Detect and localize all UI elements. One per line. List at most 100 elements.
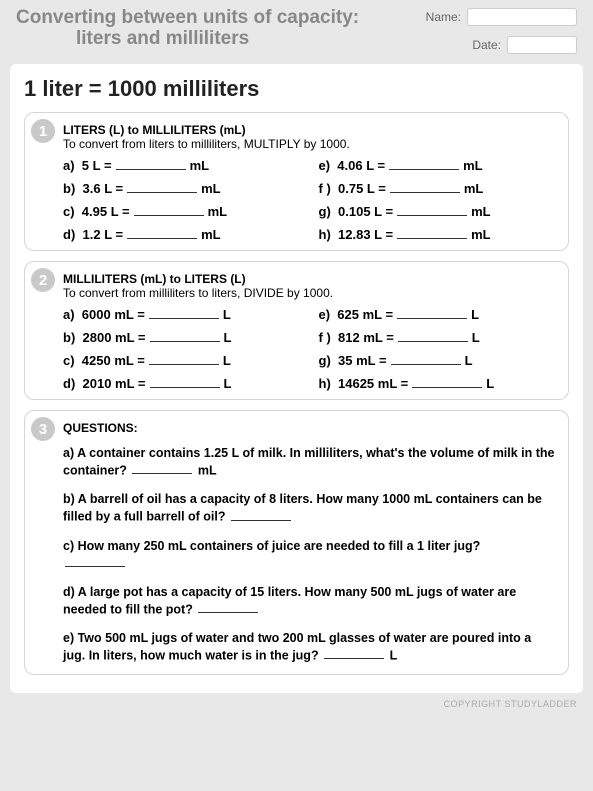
worksheet-body: 1 liter = 1000 milliliters 1 LITERS (L) … [10, 64, 583, 693]
item-unit: L [223, 307, 231, 322]
item-unit: mL [471, 204, 491, 219]
name-label: Name: [426, 10, 461, 24]
title-line1: Converting between units of capacity: [16, 8, 426, 29]
conversion-row: c) 4.95 L =mL [63, 203, 301, 219]
section-3-title: QUESTIONS: [63, 421, 556, 435]
section-2-title: MILLILITERS (mL) to LITERS (L) [63, 272, 556, 286]
item-letter: g) [319, 204, 331, 219]
item-letter: c) [63, 353, 75, 368]
answer-blank[interactable] [116, 157, 186, 170]
section-1-title: LITERS (L) to MILLILITERS (mL) [63, 123, 556, 137]
item-letter: h) [319, 227, 331, 242]
item-unit: mL [201, 227, 221, 242]
item-value: 2800 mL = [83, 330, 146, 345]
item-unit: L [465, 353, 473, 368]
question-c: c) How many 250 mL containers of juice a… [63, 538, 556, 572]
item-value: 14625 mL = [338, 376, 408, 391]
conversion-row: b) 2800 mL = L [63, 329, 301, 345]
question-a-unit: mL [198, 463, 217, 477]
item-value: 6000 mL = [82, 307, 145, 322]
date-label: Date: [472, 38, 501, 52]
item-unit: mL [464, 181, 484, 196]
question-b-blank[interactable] [231, 508, 291, 521]
item-value: 5 L = [82, 158, 112, 173]
item-value: 625 mL = [337, 307, 393, 322]
section-2-instruction: To convert from milliliters to liters, D… [63, 286, 556, 300]
item-unit: L [472, 330, 480, 345]
question-e: e) Two 500 mL jugs of water and two 200 … [63, 630, 556, 664]
question-b: b) A barrell of oil has a capacity of 8 … [63, 491, 556, 525]
conversion-row: d) 1.2 L =mL [63, 226, 301, 242]
item-value: 2010 mL = [83, 376, 146, 391]
item-letter: e) [319, 158, 331, 173]
section-2-badge: 2 [31, 268, 55, 292]
question-d-text: d) A large pot has a capacity of 15 lite… [63, 585, 516, 616]
question-d-blank[interactable] [198, 601, 258, 614]
item-unit: mL [201, 181, 221, 196]
item-unit: mL [471, 227, 491, 242]
title-line2: liters and milliliters [76, 29, 426, 50]
item-letter: e) [319, 307, 331, 322]
answer-blank[interactable] [391, 352, 461, 365]
question-e-blank[interactable] [324, 647, 384, 660]
item-letter: a) [63, 158, 75, 173]
answer-blank[interactable] [149, 306, 219, 319]
answer-blank[interactable] [150, 329, 220, 342]
conversion-row: h) 12.83 L = mL [319, 226, 557, 242]
item-letter: d) [63, 227, 75, 242]
conversion-row: h) 14625 mL =L [319, 375, 557, 391]
question-e-unit: L [390, 648, 398, 662]
answer-blank[interactable] [398, 329, 468, 342]
item-letter: b) [63, 181, 75, 196]
question-a: a) A container contains 1.25 L of milk. … [63, 445, 556, 479]
question-c-blank[interactable] [65, 554, 125, 567]
section-3-badge: 3 [31, 417, 55, 441]
item-letter: b) [63, 330, 75, 345]
conversion-rule: 1 liter = 1000 milliliters [24, 76, 569, 102]
section-2: 2 MILLILITERS (mL) to LITERS (L) To conv… [24, 261, 569, 400]
item-value: 12.83 L = [338, 227, 393, 242]
name-input[interactable] [467, 8, 577, 26]
answer-blank[interactable] [127, 226, 197, 239]
copyright-footer: COPYRIGHT STUDYLADDER [0, 693, 593, 709]
worksheet-header: Converting between units of capacity: li… [0, 0, 593, 58]
date-input[interactable] [507, 36, 577, 54]
item-value: 4.06 L = [337, 158, 385, 173]
section-1-grid: a) 5 L =mLe) 4.06 L =mLb) 3.6 L =mLf ) 0… [63, 157, 556, 242]
question-a-blank[interactable] [132, 462, 192, 475]
item-letter: f ) [319, 330, 331, 345]
conversion-row: a) 5 L = mL [63, 157, 301, 173]
conversion-row: f ) 0.75 L = mL [319, 180, 557, 196]
section-1-badge: 1 [31, 119, 55, 143]
answer-blank[interactable] [150, 375, 220, 388]
answer-blank[interactable] [390, 180, 460, 193]
item-value: 4250 mL = [82, 353, 145, 368]
item-value: 0.105 L = [338, 204, 393, 219]
conversion-row: e) 4.06 L = mL [319, 157, 557, 173]
item-letter: f ) [319, 181, 331, 196]
answer-blank[interactable] [127, 180, 197, 193]
question-e-text: e) Two 500 mL jugs of water and two 200 … [63, 631, 531, 662]
question-d: d) A large pot has a capacity of 15 lite… [63, 584, 556, 618]
answer-blank[interactable] [397, 203, 467, 216]
item-value: 4.95 L = [82, 204, 130, 219]
answer-blank[interactable] [412, 375, 482, 388]
conversion-row: d) 2010 mL =L [63, 375, 301, 391]
answer-blank[interactable] [397, 306, 467, 319]
answer-blank[interactable] [397, 226, 467, 239]
item-letter: a) [63, 307, 75, 322]
section-1-instruction: To convert from liters to milliliters, M… [63, 137, 556, 151]
conversion-row: e) 625 mL =L [319, 306, 557, 322]
item-value: 0.75 L = [338, 181, 386, 196]
question-b-text: b) A barrell of oil has a capacity of 8 … [63, 492, 542, 523]
item-value: 3.6 L = [83, 181, 124, 196]
answer-blank[interactable] [389, 157, 459, 170]
item-letter: d) [63, 376, 75, 391]
section-2-grid: a) 6000 mL =Le) 625 mL =Lb) 2800 mL =Lf … [63, 306, 556, 391]
item-unit: mL [463, 158, 483, 173]
answer-blank[interactable] [149, 352, 219, 365]
item-unit: L [224, 330, 232, 345]
item-unit: mL [190, 158, 210, 173]
answer-blank[interactable] [134, 203, 204, 216]
conversion-row: f ) 812 mL =L [319, 329, 557, 345]
